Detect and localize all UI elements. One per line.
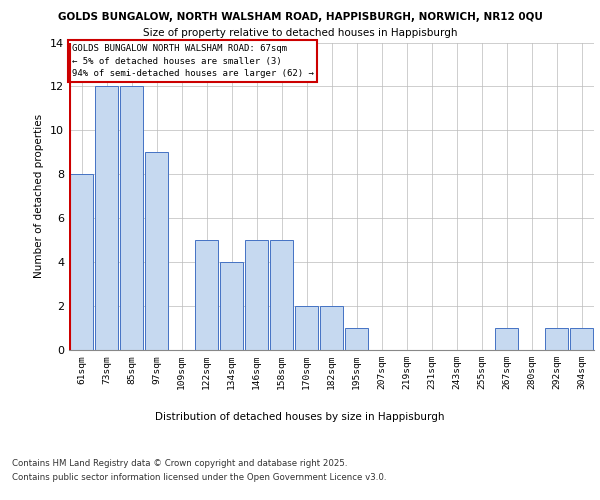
Bar	[245, 240, 268, 350]
Bar	[295, 306, 318, 350]
Bar	[220, 262, 243, 350]
Text: GOLDS BUNGALOW NORTH WALSHAM ROAD: 67sqm
← 5% of detached houses are smaller (3): GOLDS BUNGALOW NORTH WALSHAM ROAD: 67sqm…	[71, 44, 314, 78]
Bar	[95, 86, 118, 350]
Bar	[120, 86, 143, 350]
Bar	[320, 306, 343, 350]
Bar	[70, 174, 93, 350]
Y-axis label: Number of detached properties: Number of detached properties	[34, 114, 44, 278]
Bar	[270, 240, 293, 350]
Bar	[345, 328, 368, 350]
Bar	[145, 152, 168, 350]
Text: Distribution of detached houses by size in Happisburgh: Distribution of detached houses by size …	[155, 412, 445, 422]
Bar	[195, 240, 218, 350]
Text: GOLDS BUNGALOW, NORTH WALSHAM ROAD, HAPPISBURGH, NORWICH, NR12 0QU: GOLDS BUNGALOW, NORTH WALSHAM ROAD, HAPP…	[58, 12, 542, 22]
Text: Size of property relative to detached houses in Happisburgh: Size of property relative to detached ho…	[143, 28, 457, 38]
Text: Contains public sector information licensed under the Open Government Licence v3: Contains public sector information licen…	[12, 474, 386, 482]
Bar	[495, 328, 518, 350]
Bar	[545, 328, 568, 350]
Text: Contains HM Land Registry data © Crown copyright and database right 2025.: Contains HM Land Registry data © Crown c…	[12, 458, 347, 468]
Bar	[570, 328, 593, 350]
